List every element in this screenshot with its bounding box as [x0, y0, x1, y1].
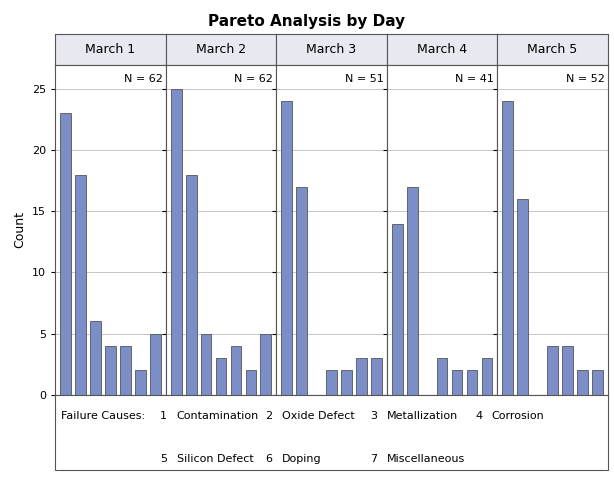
Bar [150, 334, 161, 395]
Bar [216, 358, 227, 395]
Text: 3: 3 [370, 411, 377, 421]
Text: N = 41: N = 41 [455, 74, 494, 84]
Bar [135, 370, 146, 395]
FancyBboxPatch shape [55, 395, 608, 470]
Bar [481, 358, 492, 395]
Text: March 3: March 3 [306, 43, 357, 56]
Text: Failure Causes:: Failure Causes: [61, 411, 145, 421]
Text: Miscellaneous: Miscellaneous [387, 454, 465, 464]
Text: 7: 7 [370, 454, 378, 464]
Bar [60, 113, 71, 395]
Text: Doping: Doping [282, 454, 322, 464]
Bar [547, 346, 558, 395]
Bar [452, 370, 462, 395]
Text: Corrosion: Corrosion [492, 411, 545, 421]
Text: N = 62: N = 62 [234, 74, 273, 84]
Text: 4: 4 [475, 411, 483, 421]
Bar [407, 187, 418, 395]
Text: Contamination: Contamination [177, 411, 259, 421]
Bar [326, 370, 337, 395]
Bar [76, 175, 86, 395]
Bar [592, 370, 603, 395]
Text: 6: 6 [265, 454, 272, 464]
Text: Metallization: Metallization [387, 411, 458, 421]
Text: March 2: March 2 [196, 43, 246, 56]
Text: Silicon Defect: Silicon Defect [177, 454, 254, 464]
Text: March 4: March 4 [417, 43, 467, 56]
Bar [246, 370, 256, 395]
Text: N = 51: N = 51 [344, 74, 384, 84]
Text: 1: 1 [160, 411, 167, 421]
Bar [341, 370, 352, 395]
Bar [90, 322, 101, 395]
Text: Pareto Analysis by Day: Pareto Analysis by Day [208, 14, 406, 29]
Bar [467, 370, 477, 395]
Bar [231, 346, 241, 395]
Bar [297, 187, 307, 395]
Bar [518, 199, 528, 395]
Bar [437, 358, 448, 395]
Bar [105, 346, 116, 395]
Bar [577, 370, 588, 395]
Text: March 1: March 1 [85, 43, 136, 56]
Text: N = 52: N = 52 [565, 74, 605, 84]
Bar [171, 89, 182, 395]
Bar [502, 101, 513, 395]
Y-axis label: Count: Count [14, 211, 26, 248]
Text: Oxide Defect: Oxide Defect [282, 411, 354, 421]
Text: March 5: March 5 [527, 43, 578, 56]
Bar [562, 346, 573, 395]
Bar [186, 175, 196, 395]
Text: 2: 2 [265, 411, 273, 421]
Bar [120, 346, 131, 395]
Text: 5: 5 [160, 454, 167, 464]
Bar [260, 334, 271, 395]
Text: N = 62: N = 62 [123, 74, 163, 84]
Bar [281, 101, 292, 395]
Bar [392, 224, 403, 395]
Bar [356, 358, 367, 395]
Bar [371, 358, 382, 395]
Bar [201, 334, 211, 395]
